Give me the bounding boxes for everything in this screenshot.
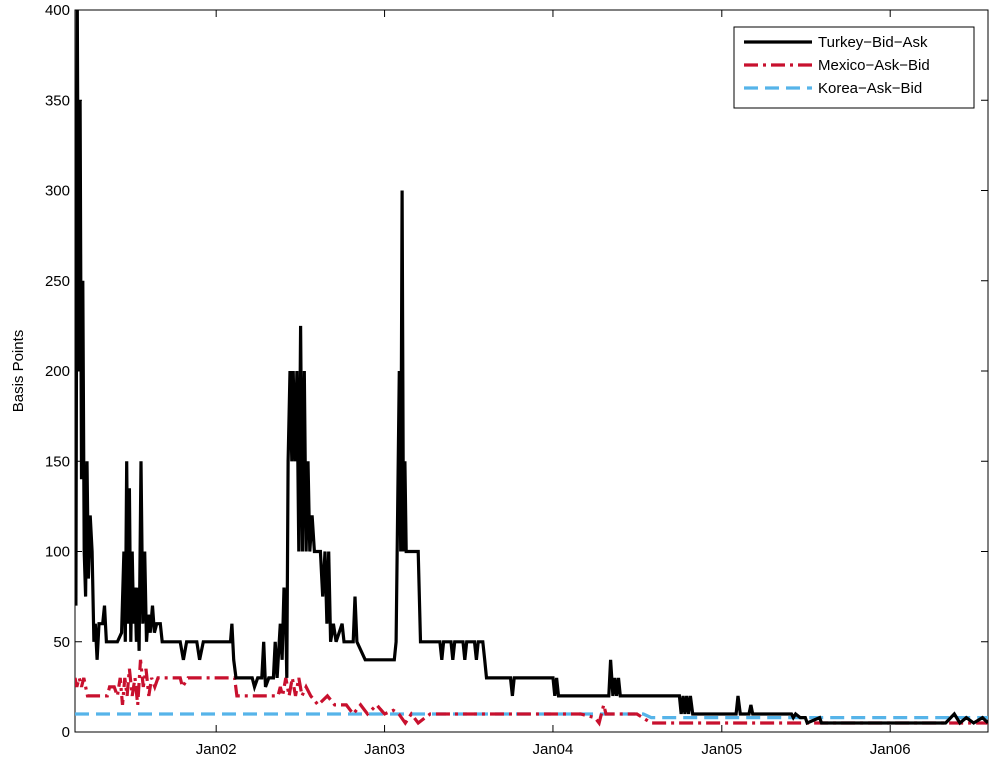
plot-frame	[74, 9, 989, 733]
x-axis: Jan02 Jan03 Jan04 Jan05 Jan06	[196, 10, 911, 758]
x-tick-label: Jan03	[364, 741, 405, 758]
legend-label-korea-ask-bid: Korea−Ask−Bid	[818, 80, 922, 97]
y-axis: 0 50 100 150 200 250 300 350 400	[45, 2, 988, 741]
y-tick-label: 350	[45, 92, 70, 109]
y-tick-label: 50	[53, 634, 70, 651]
legend-label-turkey-bid-ask: Turkey−Bid−Ask	[818, 34, 928, 51]
x-tick-label: Jan02	[196, 741, 237, 758]
y-tick-label: 0	[62, 724, 70, 741]
y-axis-title: Basis Points	[10, 330, 27, 413]
y-tick-label: 100	[45, 544, 70, 561]
plot-area: Jan02 Jan03 Jan04 Jan05 Jan06 0 50 100 150 200 25…	[45, 2, 989, 758]
x-tick-label: Jan06	[870, 741, 911, 758]
y-tick-label: 200	[45, 363, 70, 380]
series-layer	[75, 10, 988, 727]
y-tick-label: 400	[45, 2, 70, 19]
x-tick-label: Jan04	[533, 741, 574, 758]
legend-label-mexico-ask-bid: Mexico−Ask−Bid	[818, 57, 930, 74]
legend: Turkey−Bid−Ask Mexico−Ask−Bid Korea−Ask−Bi…	[733, 26, 975, 109]
y-tick-label: 150	[45, 453, 70, 470]
y-tick-label: 300	[45, 183, 70, 200]
y-tick-label: 250	[45, 273, 70, 290]
x-tick-label: Jan05	[701, 741, 742, 758]
series-line-mexico-ask-bid	[75, 659, 988, 727]
series-line-turkey-bid-ask	[75, 10, 988, 726]
